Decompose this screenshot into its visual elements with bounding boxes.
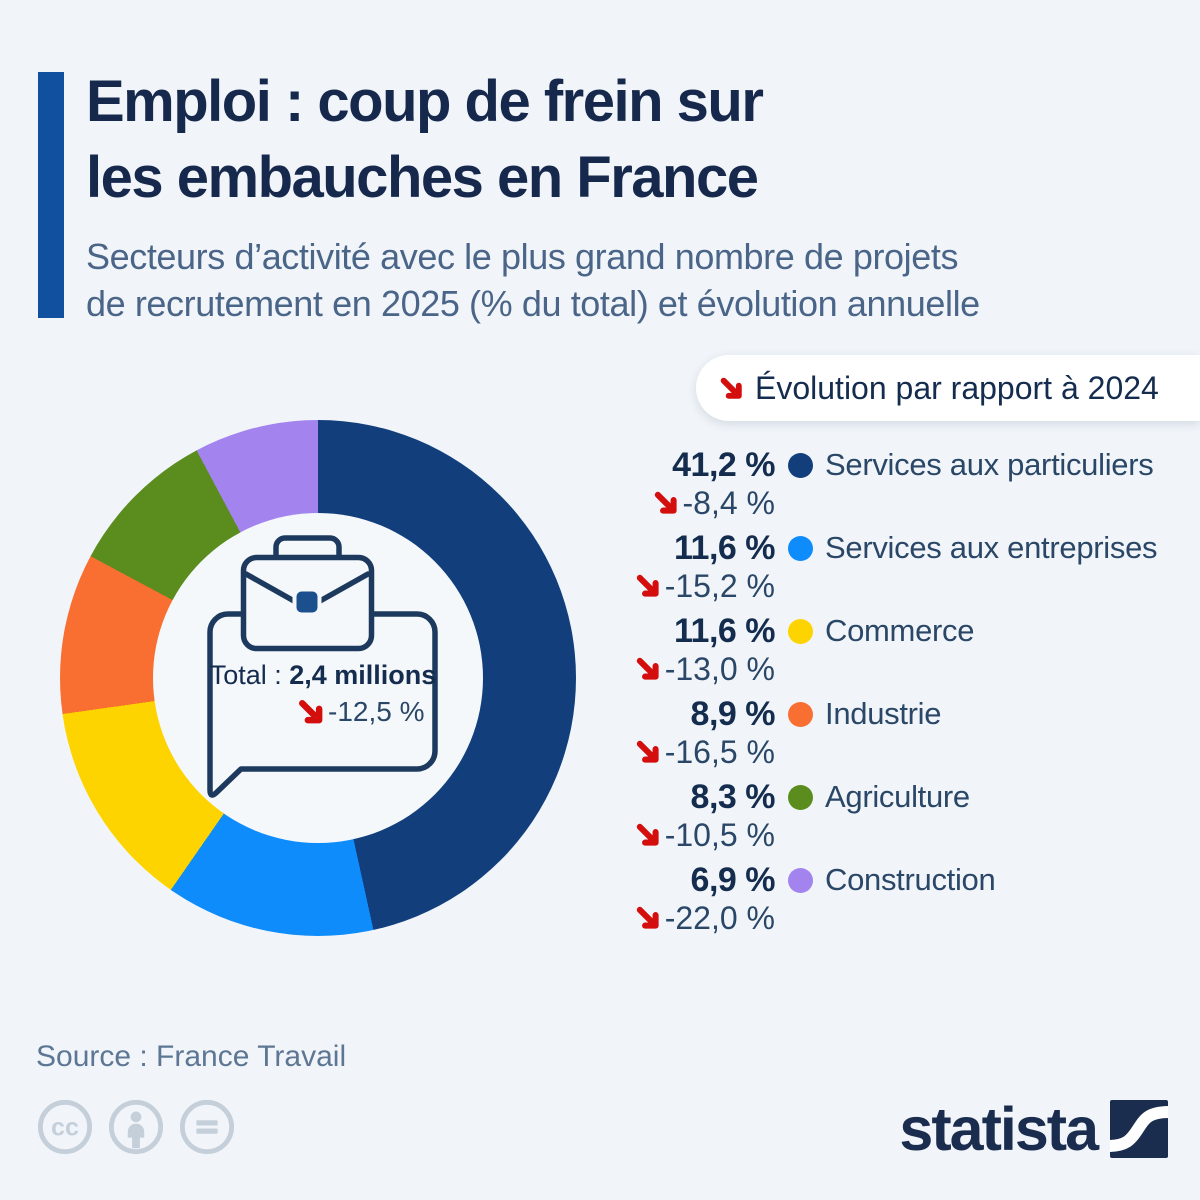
donut-total: Total : 2,4 millions: [188, 660, 458, 691]
nd-equals-icon: [179, 1099, 235, 1155]
trend-down-icon: [720, 377, 742, 399]
briefcase-speech-bubble-icon: [207, 535, 438, 798]
sector-legend: 41,2 % Services aux particuliers -8,4 % …: [630, 446, 1158, 944]
sector-color-dot: [788, 701, 813, 727]
legend-item: 6,9 % Construction -22,0 %: [630, 861, 1157, 935]
statista-brand: statista: [899, 1095, 1168, 1163]
sector-change: -16,5 %: [664, 734, 775, 770]
sector-color-dot: [788, 784, 813, 810]
legend-item-main-row: 41,2 % Services aux particuliers: [630, 446, 1157, 484]
sector-change: -8,4 %: [682, 485, 775, 521]
sector-change: -15,2 %: [664, 568, 775, 604]
legend-item: 41,2 % Services aux particuliers -8,4 %: [630, 446, 1157, 520]
evolution-badge: Évolution par rapport à 2024: [696, 355, 1200, 421]
title-accent-bar: [38, 72, 64, 318]
legend-item: 11,6 % Services aux entreprises -15,2 %: [630, 529, 1158, 603]
legend-item-change-row: -13,0 %: [630, 652, 775, 686]
cc-icon: cc: [37, 1099, 93, 1155]
trend-down-icon: [636, 740, 659, 763]
sector-label: Services aux particuliers: [825, 447, 1154, 482]
svg-text:cc: cc: [51, 1114, 79, 1142]
sector-share: 8,9 %: [690, 695, 776, 733]
speech-bubble-outline: [207, 611, 438, 798]
statista-wordmark: statista: [899, 1095, 1099, 1163]
evolution-badge-label: Évolution par rapport à 2024: [755, 369, 1159, 406]
source-note: Source : France Travail: [36, 1040, 347, 1073]
trend-down-icon: [636, 657, 659, 680]
sector-color-dot: [788, 452, 813, 478]
trend-down-icon: [636, 574, 659, 597]
sector-share: 8,3 %: [690, 778, 776, 816]
sector-share: 6,9 %: [690, 861, 776, 899]
legend-item-change-row: -22,0 %: [630, 901, 775, 935]
legend-item-change-row: -8,4 %: [630, 486, 775, 520]
license-icons: cc: [36, 1098, 236, 1156]
legend-item-main-row: 6,9 % Construction: [630, 861, 1157, 899]
sector-label: Agriculture: [825, 779, 970, 814]
legend-item-change-row: -16,5 %: [630, 735, 775, 769]
donut-total-prefix: Total :: [209, 660, 282, 690]
sector-color-dot: [788, 867, 813, 893]
page-title-line1: Emploi : coup de frein sur: [86, 69, 764, 134]
sector-change: -22,0 %: [664, 900, 775, 936]
page-title-line2: les embauches en France: [86, 145, 759, 210]
by-person-icon: [108, 1099, 164, 1155]
legend-item: 8,3 % Agriculture -10,5 %: [630, 778, 1157, 852]
donut-total-change-value: -12,5 %: [328, 696, 425, 727]
briefcase-handle: [273, 535, 342, 562]
sector-color-dot: [788, 535, 813, 561]
trend-down-icon: [636, 823, 659, 846]
sector-change: -10,5 %: [664, 817, 775, 853]
sector-share: 11,6 %: [674, 612, 775, 650]
legend-item-main-row: 8,3 % Agriculture: [630, 778, 1157, 816]
donut-chart: [60, 420, 576, 936]
trend-down-icon: [636, 906, 659, 929]
donut-total-change: -12,5 %: [296, 696, 425, 728]
legend-item-main-row: 11,6 % Services aux entreprises: [630, 529, 1158, 567]
page-title: Emploi : coup de frein sur les embauches …: [86, 64, 764, 216]
legend-item-main-row: 11,6 % Commerce: [630, 612, 1157, 650]
sector-label: Services aux entreprises: [825, 530, 1158, 565]
page-subtitle-line2: de recrutement en 2025 (% du total) et é…: [86, 283, 980, 324]
sector-color-dot: [788, 618, 813, 644]
legend-item-main-row: 8,9 % Industrie: [630, 695, 1157, 733]
sector-label: Commerce: [825, 613, 975, 648]
sector-label: Industrie: [825, 696, 942, 731]
page-subtitle-line1: Secteurs d’activité avec le plus grand n…: [86, 236, 959, 277]
sector-change: -13,0 %: [664, 651, 775, 687]
statista-logo-icon: [1110, 1100, 1168, 1158]
briefcase-clasp: [296, 591, 318, 613]
sector-share: 11,6 %: [674, 529, 775, 567]
legend-item-change-row: -15,2 %: [630, 569, 775, 603]
sector-label: Construction: [825, 862, 996, 897]
trend-down-icon: [654, 491, 677, 514]
sector-share: 41,2 %: [672, 446, 775, 484]
legend-item: 11,6 % Commerce -13,0 %: [630, 612, 1157, 686]
trend-down-icon: [299, 700, 323, 724]
page-subtitle: Secteurs d’activité avec le plus grand n…: [86, 233, 980, 327]
donut-total-value: 2,4 millions: [289, 660, 437, 690]
legend-item-change-row: -10,5 %: [630, 818, 775, 852]
legend-item: 8,9 % Industrie -16,5 %: [630, 695, 1157, 769]
